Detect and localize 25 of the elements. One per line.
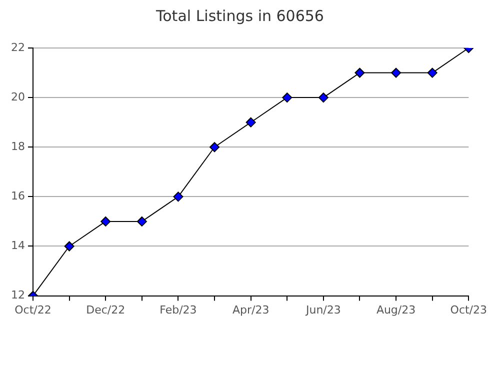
y-tick-label: 22 (10, 40, 25, 54)
y-tick-label: 20 (10, 90, 25, 104)
point (427, 68, 438, 78)
x-tick-label: Apr/23 (232, 303, 270, 316)
x-tick-label: Oct/23 (450, 303, 488, 316)
x-tick-label: Dec/22 (86, 303, 126, 316)
x-tick-label: Feb/23 (160, 303, 197, 316)
chart-title: Total Listings in 60656 (155, 6, 324, 25)
point (318, 92, 328, 103)
x-tick-label: Jun/23 (304, 303, 341, 316)
x-tick-label: Oct/22 (14, 303, 52, 316)
y-tick-label: 12 (10, 288, 25, 302)
point (354, 68, 365, 78)
point (100, 216, 111, 226)
point (391, 68, 402, 78)
point (64, 241, 74, 252)
point (136, 216, 147, 226)
y-tick-label: 18 (10, 140, 25, 153)
y-tick-label: 14 (10, 239, 25, 252)
x-tick-label: Aug/23 (376, 303, 416, 316)
point (246, 117, 256, 128)
point (173, 192, 184, 202)
point (282, 92, 292, 103)
point (210, 142, 220, 152)
y-tick-label: 16 (10, 190, 25, 203)
